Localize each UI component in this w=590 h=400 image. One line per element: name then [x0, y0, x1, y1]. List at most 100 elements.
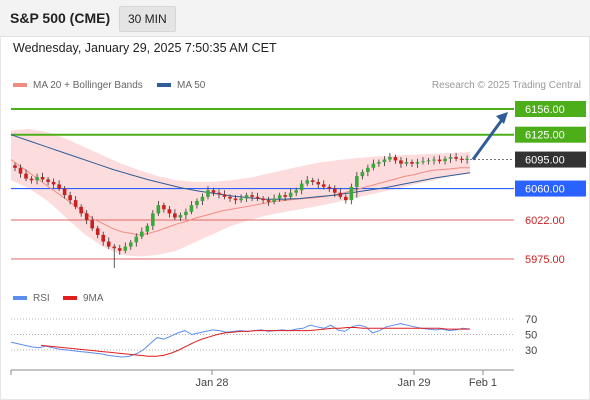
- projection-arrow-shaft: [471, 116, 506, 161]
- legend-ma20: MA 20 + Bollinger Bands: [13, 80, 143, 91]
- candle: [117, 244, 122, 255]
- candle-body: [299, 183, 304, 191]
- candle-body: [388, 157, 392, 160]
- x-tick-label-1: Jan 29: [397, 377, 430, 389]
- candle: [145, 223, 150, 235]
- candle: [316, 178, 321, 189]
- candle-body: [84, 213, 89, 221]
- candle: [62, 186, 67, 199]
- candle-body: [29, 178, 34, 181]
- candle: [173, 209, 177, 221]
- level-label-4: 6022.00: [525, 215, 565, 227]
- candle: [255, 192, 260, 201]
- candle: [51, 178, 56, 189]
- candle-body: [51, 181, 56, 185]
- candle-body: [355, 176, 359, 187]
- candle: [140, 227, 144, 240]
- candle: [327, 184, 332, 192]
- x-tick-label-0: Jan 28: [195, 377, 228, 389]
- candle: [239, 194, 243, 203]
- candle: [79, 204, 83, 217]
- candle: [382, 156, 387, 167]
- candle-body: [371, 163, 376, 168]
- candle: [46, 176, 50, 186]
- candle: [349, 183, 354, 205]
- candle: [294, 187, 298, 197]
- candle-body: [316, 181, 321, 185]
- candle-body: [377, 162, 381, 164]
- level-label-1: 6125.00: [525, 130, 565, 142]
- candle: [167, 205, 172, 218]
- candle: [156, 200, 161, 216]
- candle-body: [112, 246, 117, 249]
- candle: [288, 188, 293, 200]
- candle-body: [62, 188, 67, 196]
- candle: [217, 189, 221, 199]
- candle-body: [404, 162, 409, 164]
- legend-rsi: RSI: [13, 293, 50, 304]
- candle-body: [255, 196, 260, 199]
- candle: [404, 157, 409, 167]
- candle-body: [454, 157, 458, 159]
- rsi-tick-label-70: 70: [525, 314, 537, 326]
- candle: [57, 180, 61, 192]
- candle: [410, 159, 414, 168]
- candle-body: [151, 213, 155, 226]
- candle-body: [128, 242, 133, 247]
- candle-body: [233, 198, 238, 201]
- candle: [206, 186, 210, 200]
- candle-body: [283, 195, 287, 197]
- candle-body: [156, 205, 161, 214]
- candle: [90, 215, 94, 231]
- timeframe-button[interactable]: 30 MIN: [119, 6, 176, 32]
- candle: [388, 152, 392, 163]
- candle-body: [443, 158, 447, 162]
- legend-rsi-swatch: [13, 296, 27, 301]
- candle-body: [432, 159, 436, 161]
- candle: [277, 192, 282, 202]
- candle-body: [426, 160, 431, 162]
- candle: [40, 172, 45, 182]
- candle-body: [217, 192, 221, 195]
- legend-ma50-swatch: [157, 83, 171, 88]
- candle: [448, 153, 453, 163]
- candle: [101, 231, 106, 246]
- candle: [310, 177, 315, 186]
- candle-body: [349, 186, 354, 201]
- candle: [321, 180, 326, 190]
- candle-body: [277, 195, 282, 199]
- candle: [24, 169, 28, 182]
- candle: [299, 180, 304, 195]
- candle: [377, 159, 381, 168]
- candle: [366, 164, 370, 177]
- candle: [250, 191, 254, 201]
- candle: [222, 190, 227, 200]
- candle-body: [421, 161, 425, 163]
- candle: [29, 176, 34, 184]
- candle-body: [24, 173, 28, 179]
- candle: [189, 200, 194, 215]
- candle-body: [140, 231, 144, 237]
- candle: [233, 195, 238, 205]
- candle-body: [90, 220, 94, 229]
- candle: [162, 202, 166, 213]
- candle: [272, 194, 276, 205]
- legend-9ma-swatch: [63, 296, 77, 301]
- candle: [344, 194, 348, 204]
- candle-body: [123, 246, 128, 251]
- candle-body: [239, 198, 243, 201]
- candle-body: [393, 157, 398, 161]
- candle-body: [305, 180, 310, 184]
- rsi-tick-label-50: 50: [525, 330, 537, 342]
- legend-ma50-label: MA 50: [177, 80, 206, 91]
- candle: [134, 233, 139, 247]
- candle: [18, 164, 23, 178]
- legend-ma20-swatch: [13, 83, 27, 88]
- candle-body: [195, 200, 199, 206]
- level-label-5: 5975.00: [525, 254, 565, 266]
- candle: [128, 239, 133, 250]
- candle: [178, 212, 183, 221]
- candle-body: [327, 186, 332, 189]
- candle: [426, 157, 431, 165]
